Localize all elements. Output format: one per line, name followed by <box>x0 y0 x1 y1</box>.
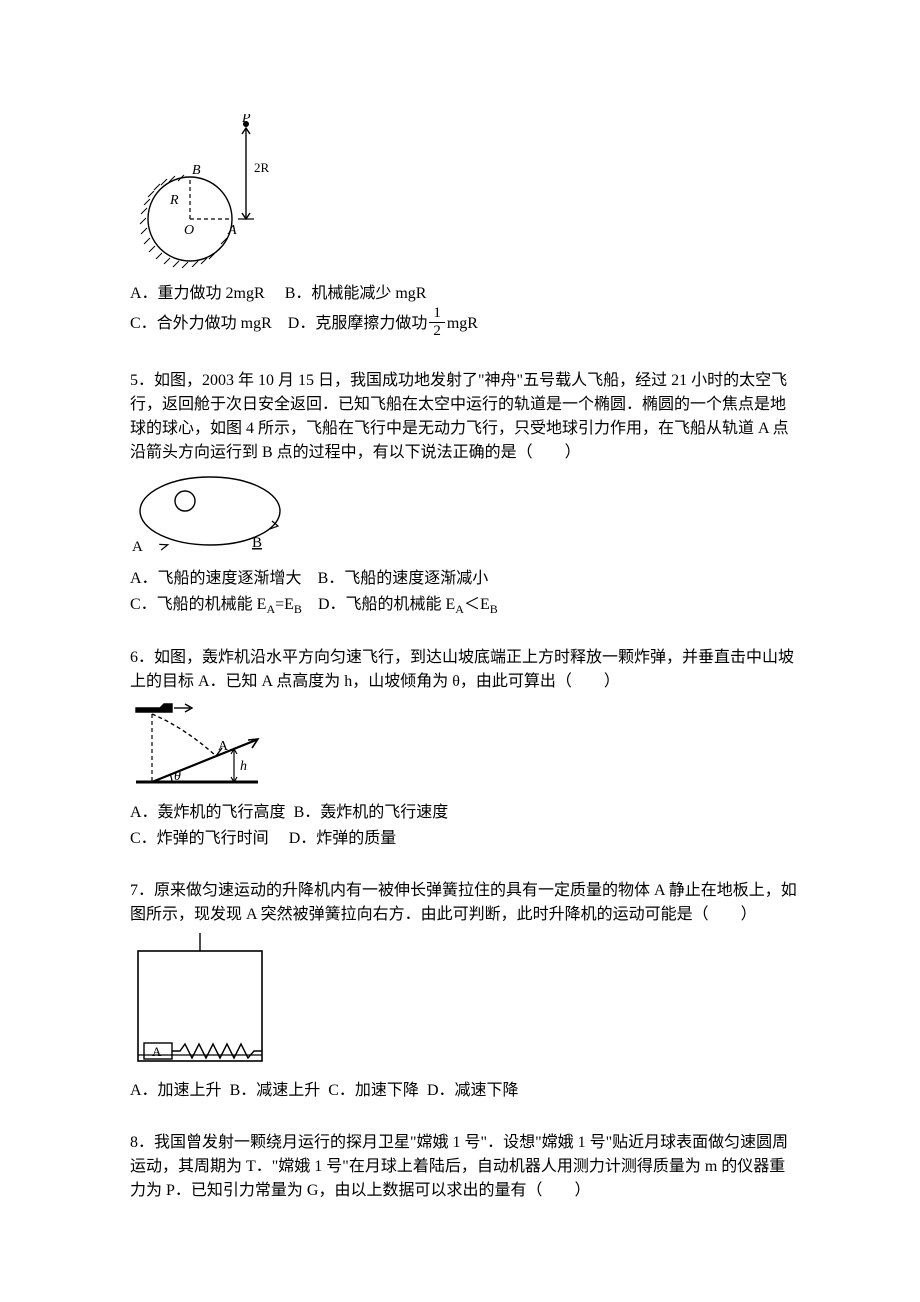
q4-opt-B: B．机械能减少 mgR <box>285 285 427 302</box>
q7-text: 7．原来做匀速运动的升降机内有一被伸长弹簧拉住的具有一定质量的物体 A 静止在地… <box>130 879 800 927</box>
q5-opt-C: C．飞船的机械能 EA=EB <box>130 596 306 613</box>
q6-opt-C: C．炸弹的飞行时间 <box>130 830 269 847</box>
q7-opt-D: D．减速下降 <box>427 1082 519 1099</box>
question-6: 6．如图，轰炸机沿水平方向匀速飞行，到达山坡底端正上方时释放一颗炸弹，并垂直击中… <box>130 646 800 851</box>
q4-diagram: P 2R B R O A <box>130 114 280 274</box>
q7-label-A: A <box>152 1044 162 1059</box>
q4-options: A．重力做功 2mgR B．机械能减少 mgR C．合外力做功 mgR D．克服… <box>130 282 800 341</box>
q5-diagram: A B <box>130 469 300 559</box>
q5-label-B: B <box>252 535 262 551</box>
label-O: O <box>184 223 194 238</box>
q6-options: A．轰炸机的飞行高度 B．轰炸机的飞行速度 C．炸弹的飞行时间 D．炸弹的质量 <box>130 801 800 851</box>
q8-text: 8．我国曾发射一颗绕月运行的探月卫星"嫦娥 1 号"．设想"嫦娥 1 号"贴近月… <box>130 1131 800 1203</box>
q7-diagram: A <box>130 931 280 1071</box>
question-5: 5．如图，2003 年 10 月 15 日，我国成功地发射了"神舟"五号载人飞船… <box>130 369 800 618</box>
q7-opt-A: A．加速上升 <box>130 1082 222 1099</box>
label-R: R <box>169 193 179 208</box>
q6-figure: A h θ <box>130 698 800 793</box>
q7-opt-C: C．加速下降 <box>328 1082 419 1099</box>
question-7: 7．原来做匀速运动的升降机内有一被伸长弹簧拉住的具有一定质量的物体 A 静止在地… <box>130 879 800 1103</box>
q4-opt-D: D．克服摩擦力做功12mgR <box>288 315 478 332</box>
q6-diagram: A h θ <box>130 698 290 793</box>
q5-opt-A: A．飞船的速度逐渐增大 <box>130 570 302 587</box>
q5-options: A．飞船的速度逐渐增大 B．飞船的速度逐渐减小 C．飞船的机械能 EA=EB D… <box>130 567 800 618</box>
q7-figure: A <box>130 931 800 1071</box>
q5-opt-D: D．飞船的机械能 EA＜EB <box>318 596 498 613</box>
q6-label-A: A <box>218 739 229 754</box>
label-B: B <box>192 163 201 178</box>
q4-opt-A: A．重力做功 2mgR <box>130 285 265 302</box>
q5-opt-B: B．飞船的速度逐渐减小 <box>318 570 489 587</box>
label-2R: 2R <box>254 160 270 175</box>
label-A: A <box>227 223 237 238</box>
q6-opt-B: B．轰炸机的飞行速度 <box>294 804 449 821</box>
q7-options: A．加速上升 B．减速上升 C．加速下降 D．减速下降 <box>130 1079 800 1103</box>
label-P: P <box>241 114 251 126</box>
q5-figure: A B <box>130 469 800 559</box>
q6-label-theta: θ <box>174 769 181 784</box>
page: P 2R B R O A A．重力做功 2mgR B．机械能减少 mgR C．合… <box>0 0 920 1291</box>
q4-opt-C: C．合外力做功 mgR <box>130 315 272 332</box>
q5-label-A: A <box>132 539 143 555</box>
q6-label-h: h <box>240 759 247 774</box>
q7-opt-B: B．减速上升 <box>230 1082 321 1099</box>
question-8: 8．我国曾发射一颗绕月运行的探月卫星"嫦娥 1 号"．设想"嫦娥 1 号"贴近月… <box>130 1131 800 1203</box>
q4-figure: P 2R B R O A <box>130 114 800 274</box>
q6-opt-D: D．炸弹的质量 <box>289 830 397 847</box>
q6-opt-A: A．轰炸机的飞行高度 <box>130 804 286 821</box>
q6-text: 6．如图，轰炸机沿水平方向匀速飞行，到达山坡底端正上方时释放一颗炸弹，并垂直击中… <box>130 646 800 694</box>
question-4: P 2R B R O A A．重力做功 2mgR B．机械能减少 mgR C．合… <box>130 114 800 341</box>
q5-text: 5．如图，2003 年 10 月 15 日，我国成功地发射了"神舟"五号载人飞船… <box>130 369 800 465</box>
